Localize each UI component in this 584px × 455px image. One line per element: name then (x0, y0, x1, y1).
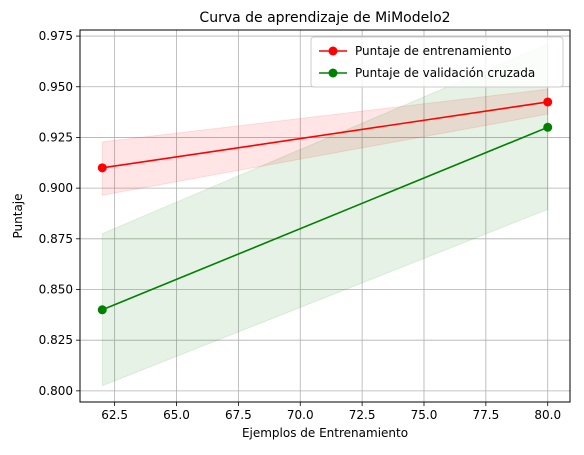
legend-box (310, 36, 564, 88)
x-tick-label: 70.0 (287, 408, 314, 422)
y-tick-label: 0.875 (39, 232, 73, 246)
y-tick-label: 0.825 (39, 333, 73, 347)
y-tick-label: 0.900 (39, 181, 73, 195)
confidence-band-1 (101, 88, 549, 196)
legend-label-1: Puntaje de entrenamiento (355, 44, 511, 58)
series-points (97, 97, 553, 315)
plot-area-frame (79, 29, 571, 403)
series-line-2 (101, 126, 549, 311)
legend-marker-1 (328, 46, 338, 56)
legend-marker-2 (328, 68, 338, 78)
y-tick-label: 0.800 (39, 384, 73, 398)
series-line-1 (102, 101, 548, 169)
data-point (97, 305, 107, 315)
x-axis-label: Ejemplos de Entrenamiento (242, 426, 408, 440)
x-tick-label: 77.5 (472, 408, 499, 422)
chart-title: Curva de aprendizaje de MiModelo2 (199, 10, 450, 26)
x-tick-label: 62.5 (101, 408, 128, 422)
y-tick-label: 0.975 (39, 29, 73, 43)
x-tick-label: 67.5 (225, 408, 252, 422)
legend: Puntaje de entrenamiento Puntaje de valid… (310, 36, 564, 88)
x-tick-label: 75.0 (411, 408, 438, 422)
x-tick-label: 65.0 (163, 408, 190, 422)
y-tick-label: 0.850 (39, 282, 73, 296)
data-point (97, 163, 107, 173)
series-lines (101, 101, 549, 311)
x-tick-label: 80.0 (534, 408, 561, 422)
legend-label-2: Puntaje de validación cruzada (355, 66, 535, 80)
y-axis-label: Puntaje (11, 193, 25, 238)
data-point (543, 97, 553, 107)
confidence-band-2 (101, 43, 549, 387)
confidence-bands (101, 43, 549, 387)
data-point (543, 122, 553, 132)
y-tick-label: 0.950 (39, 80, 73, 94)
y-tick-label: 0.925 (39, 130, 73, 144)
y-axis-ticks: 0.800 0.825 0.850 0.875 0.900 0.925 0.950 0.975 (39, 29, 80, 398)
x-tick-label: 72.5 (349, 408, 376, 422)
x-axis-ticks: 62.5 65.0 67.5 70.0 72.5 75.0 77.5 80.0 (101, 402, 561, 422)
